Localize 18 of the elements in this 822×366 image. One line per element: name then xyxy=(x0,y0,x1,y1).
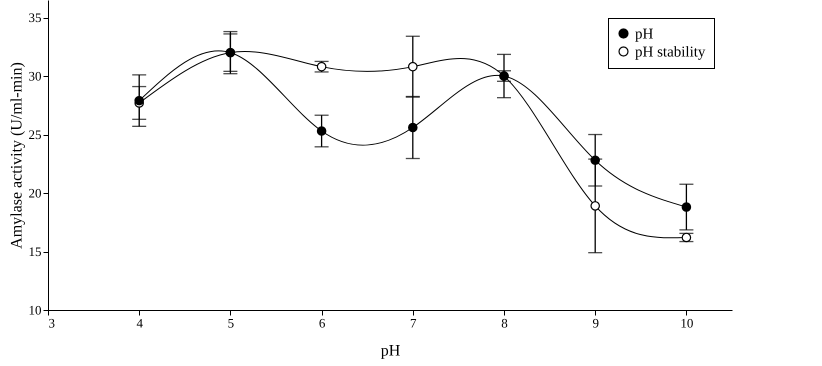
y-axis-title: Amylase activity (U/ml-min) xyxy=(8,62,26,249)
y-tick-label: 15 xyxy=(28,244,42,260)
x-tick-label: 3 xyxy=(48,316,55,330)
x-tick-label: 4 xyxy=(136,316,144,330)
y-tick-label: 20 xyxy=(28,186,42,201)
x-tick-label: 9 xyxy=(592,316,599,330)
x-tick-label: 7 xyxy=(410,316,418,330)
legend-label: pH xyxy=(635,26,654,42)
x-tick-label: 10 xyxy=(680,316,694,330)
y-tick-label: 30 xyxy=(28,68,42,84)
x-tick-label: 8 xyxy=(501,316,508,330)
y-tick-label: 35 xyxy=(28,10,42,26)
y-tick-label: 25 xyxy=(28,127,42,142)
x-tick-label: 5 xyxy=(228,316,234,330)
x-axis-title: pH xyxy=(380,342,401,360)
y-tick-label: 10 xyxy=(28,302,42,318)
legend-label: pH stability xyxy=(635,44,706,60)
x-tick-label: 6 xyxy=(318,316,326,330)
